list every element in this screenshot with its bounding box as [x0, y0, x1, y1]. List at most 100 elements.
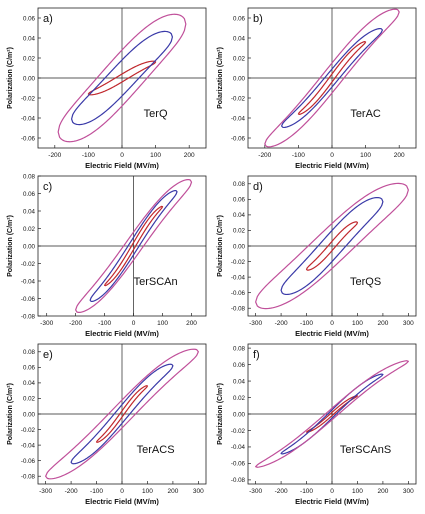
x-tick-label: 200	[394, 152, 405, 159]
x-tick-label: -200	[69, 320, 82, 327]
y-tick-label: -0.06	[231, 461, 246, 468]
panel-letter: a)	[43, 13, 53, 25]
y-tick-label: 0.06	[233, 15, 246, 22]
y-axis-title: Polarization (C/m²)	[7, 47, 14, 109]
x-tick-label: 200	[377, 488, 388, 495]
panel-teracs: -300 -200 -100 0 100 200 300 -0.08 -0.06 -0.04 -0.…	[7, 343, 207, 506]
y-tick-label: 0.04	[23, 208, 36, 215]
hysteresis-loop-3	[264, 8, 400, 148]
x-tick-label: 200	[167, 488, 178, 495]
y-tick-label: -0.06	[231, 290, 246, 297]
hysteresis-loop-1	[297, 41, 367, 115]
y-tick-label: -0.06	[231, 135, 246, 142]
y-tick-label: -0.08	[231, 477, 246, 484]
x-tick-label: -100	[90, 488, 103, 495]
hysteresis-loop-1	[95, 385, 149, 443]
panel-letter: b)	[253, 13, 263, 25]
y-tick-label: -0.02	[231, 428, 246, 435]
y-tick-label: 0.06	[23, 191, 36, 198]
y-tick-label: 0.06	[233, 197, 246, 204]
hysteresis-loop-3	[75, 179, 193, 313]
y-tick-label: 0.08	[233, 345, 246, 352]
y-tick-label: 0.08	[23, 349, 36, 356]
y-tick-label: -0.08	[21, 313, 36, 320]
x-tick-label: 100	[150, 152, 161, 159]
y-tick-label: 0.00	[233, 75, 246, 82]
y-tick-label: -0.04	[231, 444, 246, 451]
y-axis-title: Polarization (C/m²)	[7, 215, 14, 277]
x-tick-label: 0	[330, 320, 334, 327]
x-axis-title: Electric Field (MV/m)	[295, 329, 369, 338]
y-tick-label: 0.04	[23, 35, 36, 42]
x-tick-label: 0	[330, 488, 334, 495]
x-tick-label: -200	[65, 488, 78, 495]
hysteresis-loop-3	[57, 13, 187, 143]
y-tick-label: -0.04	[231, 115, 246, 122]
hysteresis-loop-2	[89, 189, 178, 303]
y-tick-label: 0.04	[233, 35, 246, 42]
y-tick-label: -0.08	[231, 306, 246, 313]
y-tick-label: 0.04	[23, 380, 36, 387]
y-tick-label: 0.06	[233, 362, 246, 369]
x-tick-label: 300	[403, 320, 414, 327]
y-tick-label: -0.06	[21, 458, 36, 465]
x-axis-title: Electric Field (MV/m)	[85, 497, 159, 506]
y-tick-label: 0.02	[23, 226, 36, 233]
x-tick-label: -100	[300, 488, 313, 495]
x-tick-label: 0	[120, 488, 124, 495]
x-tick-label: 0	[120, 152, 124, 159]
x-tick-label: -200	[275, 320, 288, 327]
x-tick-label: -300	[39, 488, 52, 495]
x-tick-label: -300	[249, 320, 262, 327]
x-axis-title: Electric Field (MV/m)	[85, 161, 159, 170]
sample-label: TerSCAnS	[340, 444, 391, 456]
x-tick-label: -100	[82, 152, 95, 159]
y-tick-label: 0.04	[233, 378, 246, 385]
y-tick-label: -0.02	[21, 261, 36, 268]
x-tick-label: -300	[40, 320, 53, 327]
x-tick-label: -100	[300, 320, 313, 327]
y-tick-label: 0.02	[233, 55, 246, 62]
y-tick-label: 0.04	[233, 212, 246, 219]
x-tick-label: 100	[142, 488, 153, 495]
y-axis-title: Polarization (C/m²)	[217, 383, 224, 445]
sample-label: TerQS	[350, 276, 381, 288]
hysteresis-loop-1	[305, 221, 359, 271]
x-tick-label: 300	[403, 488, 414, 495]
y-tick-label: -0.08	[21, 474, 36, 481]
y-axis-title: Polarization (C/m²)	[7, 383, 14, 445]
hysteresis-loop-3	[45, 348, 199, 480]
y-axis-title: Polarization (C/m²)	[217, 47, 224, 109]
x-tick-label: -300	[249, 488, 262, 495]
y-tick-label: -0.04	[21, 442, 36, 449]
panel-terscan: -300 -200 -100 0 100 200 -0.08 -0.06 -0.04 -0.02 0…	[7, 173, 207, 338]
y-tick-label: -0.06	[21, 135, 36, 142]
y-tick-label: 0.08	[233, 181, 246, 188]
x-tick-label: 100	[352, 320, 363, 327]
y-tick-label: -0.04	[21, 278, 36, 285]
y-tick-label: -0.02	[231, 259, 246, 266]
y-tick-label: 0.00	[233, 243, 246, 250]
x-axis-title: Electric Field (MV/m)	[85, 329, 159, 338]
panel-terscans: -300 -200 -100 0 100 200 300 -0.08 -0.06 -0.04 -0.…	[217, 343, 417, 506]
panel-letter: d)	[253, 181, 263, 193]
panel-letter: c)	[43, 181, 52, 193]
x-tick-label: 100	[360, 152, 371, 159]
y-tick-label: 0.06	[23, 15, 36, 22]
sample-label: TerAC	[350, 108, 381, 120]
sample-label: TerSCAn	[134, 276, 178, 288]
x-tick-label: -100	[98, 320, 111, 327]
y-tick-label: 0.02	[233, 228, 246, 235]
y-tick-label: 0.00	[233, 411, 246, 418]
panel-letter: e)	[43, 349, 53, 361]
hysteresis-loop-3	[255, 360, 409, 468]
y-tick-label: 0.06	[23, 365, 36, 372]
y-tick-label: 0.08	[23, 173, 36, 180]
y-tick-label: 0.00	[23, 411, 36, 418]
x-tick-label: 100	[352, 488, 363, 495]
x-tick-label: 300	[193, 488, 204, 495]
y-tick-label: -0.04	[231, 274, 246, 281]
x-tick-label: 0	[132, 320, 136, 327]
hysteresis-loop-2	[281, 27, 383, 129]
